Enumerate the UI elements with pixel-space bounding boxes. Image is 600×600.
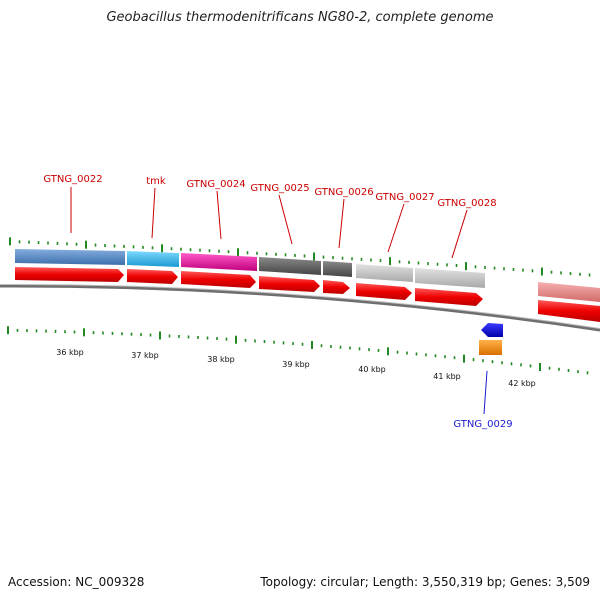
leader-line-gtng-0025 <box>278 194 293 245</box>
accession-text: Accession: NC_009328 <box>8 575 145 589</box>
genome-backbone-highlight <box>0 283 600 329</box>
cog-segment-gtng-0028 <box>415 268 485 288</box>
gene-label-gtng-0028: GTNG_0028 <box>437 198 496 209</box>
genome-stats-text: Topology: circular; Length: 3,550,319 bp… <box>260 575 590 589</box>
kbp-label-39: 39 kbp <box>282 360 310 369</box>
leader-line-gtng-0024 <box>216 190 222 240</box>
cog-segment-gtng-0027 <box>356 264 413 282</box>
gene-label-gtng-0024: GTNG_0024 <box>186 179 245 190</box>
gene-arrow-tmk <box>127 269 178 284</box>
gene-label-gtng-0027: GTNG_0027 <box>375 192 434 203</box>
gene-arrow-gtng-0028 <box>415 288 483 306</box>
gene-label-gtng-0022: GTNG_0022 <box>43 174 102 185</box>
leader-line-tmk <box>151 187 156 239</box>
kbp-label-38: 38 kbp <box>207 355 235 364</box>
kbp-labels: 36 kbp 37 kbp 38 kbp 39 kbp 40 kbp 41 kb… <box>56 348 536 388</box>
gene-arrow-gtng-0027 <box>356 283 412 300</box>
gene-labels: GTNG_0022 tmk GTNG_0024 GTNG_0025 GTNG_0… <box>43 174 512 430</box>
cog-segment-gtng-0025 <box>259 257 321 275</box>
genome-backbone <box>0 284 600 332</box>
gene-label-tmk: tmk <box>146 176 166 187</box>
kbp-label-37: 37 kbp <box>131 351 159 360</box>
gene-label-gtng-0029: GTNG_0029 <box>453 419 512 430</box>
outer-tick-ring <box>9 237 591 277</box>
leader-line-gtng-0026 <box>338 198 345 249</box>
inner-tick-ring <box>7 326 589 375</box>
genome-title: Geobacillus thermodenitrificans NG80-2, … <box>106 10 494 25</box>
leader-line-gtng-0028 <box>451 209 468 259</box>
gene-arrow-gtng-0029 <box>481 323 503 337</box>
gene-arrow-gtng-0025 <box>259 276 320 292</box>
kbp-label-40: 40 kbp <box>358 365 386 374</box>
leader-line-gtng-0027 <box>387 203 405 253</box>
feature-orange-box <box>479 340 502 355</box>
cog-band <box>15 249 600 302</box>
cog-segment-next <box>538 282 600 302</box>
kbp-label-36: 36 kbp <box>56 348 84 357</box>
gene-leader-lines <box>70 187 488 415</box>
cog-segment-tmk <box>127 251 179 267</box>
cog-segment-gtng-0022 <box>15 249 125 265</box>
forward-genes <box>15 267 600 322</box>
kbp-label-42: 42 kbp <box>508 379 536 388</box>
cog-segment-gtng-0024 <box>181 253 257 271</box>
gene-arrow-next <box>538 300 600 322</box>
gene-label-gtng-0025: GTNG_0025 <box>250 183 309 194</box>
gene-arrow-gtng-0022 <box>15 267 124 282</box>
leader-line-gtng-0029 <box>483 370 488 415</box>
gene-arrow-gtng-0026 <box>323 280 350 294</box>
cog-segment-gtng-0026 <box>323 261 352 277</box>
kbp-label-41: 41 kbp <box>433 372 461 381</box>
gene-arrow-gtng-0024 <box>181 271 256 288</box>
gene-label-gtng-0026: GTNG_0026 <box>314 187 373 198</box>
